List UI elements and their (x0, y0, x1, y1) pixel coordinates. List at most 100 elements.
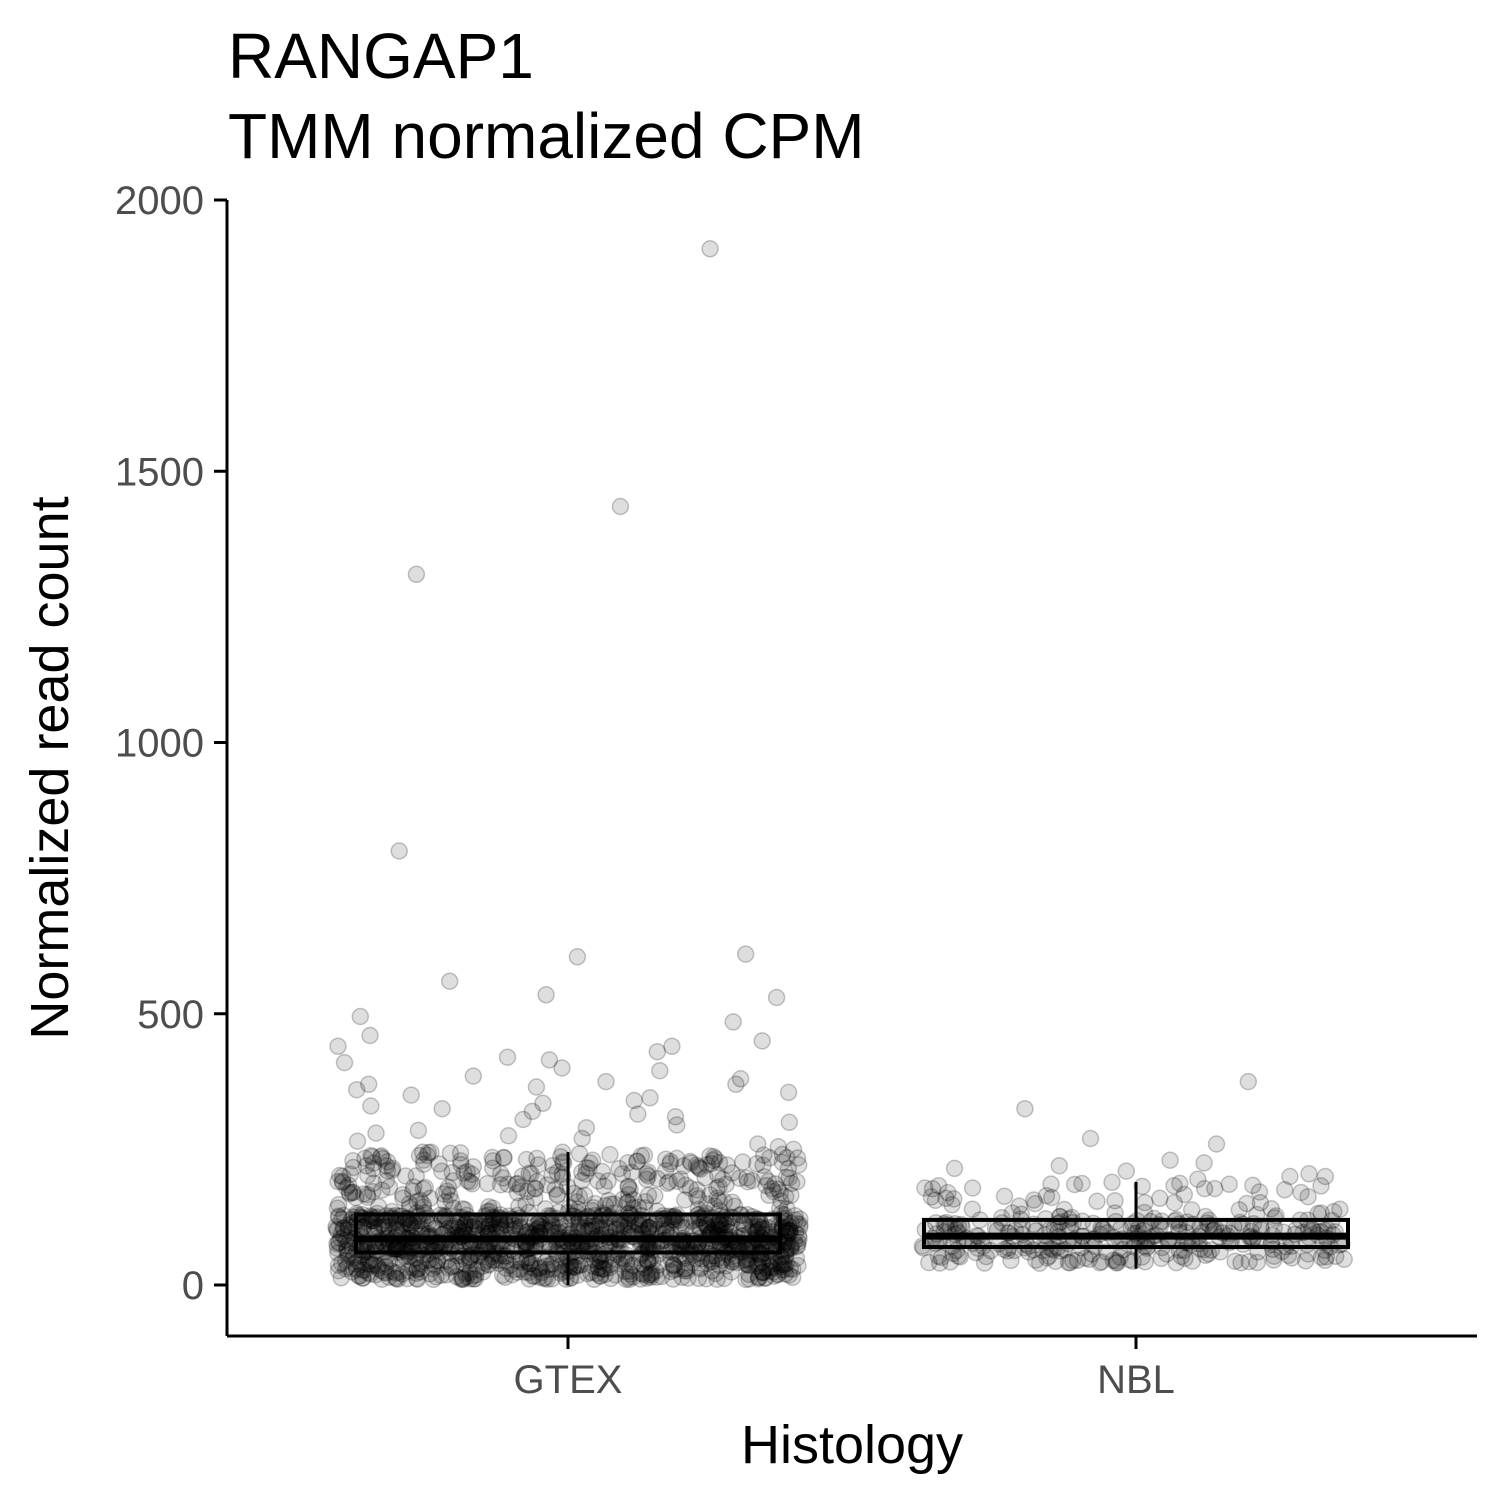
data-point (701, 1147, 719, 1165)
data-point (474, 1263, 492, 1281)
data-point (543, 1218, 562, 1236)
data-point (1107, 1254, 1126, 1272)
data-point (414, 1155, 433, 1174)
data-point (697, 1216, 716, 1235)
data-point (610, 1159, 628, 1178)
data-point (443, 1163, 462, 1182)
data-point (718, 1156, 736, 1174)
data-point (629, 1216, 648, 1234)
data-point (492, 1217, 510, 1236)
data-point (689, 1218, 708, 1236)
data-point (372, 1147, 391, 1165)
data-point (638, 1170, 656, 1189)
data-point (586, 1194, 604, 1213)
outlier-point (351, 1007, 370, 1026)
data-point (687, 1156, 706, 1175)
data-point (714, 1170, 732, 1188)
data-point (364, 1256, 382, 1275)
data-point (438, 1182, 456, 1201)
data-point (422, 1143, 440, 1162)
data-point (416, 1178, 434, 1197)
data-point (1092, 1252, 1111, 1271)
data-point (697, 1269, 716, 1288)
data-point (929, 1176, 948, 1195)
data-point (530, 1259, 548, 1278)
data-point (410, 1146, 429, 1165)
data-point (538, 1176, 557, 1194)
data-point (647, 1262, 665, 1280)
data-point (508, 1263, 526, 1281)
data-point (399, 1262, 418, 1280)
outlier-point (736, 945, 755, 963)
data-point (648, 1170, 667, 1188)
outlier-point (780, 1113, 799, 1132)
data-point (1027, 1251, 1045, 1269)
outlier-point (641, 1089, 659, 1107)
data-point (328, 1221, 347, 1239)
data-point (775, 1260, 794, 1279)
data-point (364, 1154, 383, 1172)
data-point (634, 1216, 652, 1234)
data-point (785, 1232, 804, 1251)
data-point (664, 1256, 682, 1274)
data-point (668, 1149, 686, 1168)
data-point (359, 1166, 377, 1185)
data-point (343, 1183, 361, 1202)
data-point (493, 1266, 512, 1285)
data-point (518, 1182, 537, 1201)
data-point (546, 1180, 565, 1198)
data-point (1042, 1175, 1060, 1193)
data-point (782, 1174, 801, 1193)
data-point (618, 1193, 637, 1212)
data-point (407, 1167, 426, 1185)
data-point (334, 1219, 353, 1237)
data-point (521, 1254, 539, 1273)
data-point (710, 1177, 728, 1196)
data-point (529, 1156, 548, 1174)
data-point (484, 1152, 502, 1170)
data-point (464, 1267, 483, 1285)
data-point (454, 1270, 472, 1289)
data-point (661, 1262, 680, 1281)
data-point (1165, 1193, 1184, 1212)
data-point (373, 1181, 391, 1199)
data-point (1312, 1248, 1331, 1266)
data-point (786, 1224, 805, 1242)
data-point (402, 1216, 420, 1235)
data-point (376, 1217, 394, 1236)
data-point (363, 1147, 381, 1166)
data-point (454, 1270, 472, 1288)
data-point (522, 1254, 541, 1272)
data-point (760, 1186, 778, 1205)
data-point (479, 1256, 498, 1274)
data-point (594, 1253, 613, 1272)
data-point (789, 1236, 807, 1255)
outlier-point (668, 1116, 686, 1134)
data-point (497, 1215, 515, 1234)
data-point (756, 1269, 774, 1288)
data-point (328, 1235, 346, 1253)
data-point (689, 1189, 708, 1208)
data-point (939, 1183, 957, 1202)
data-point (531, 1258, 549, 1277)
data-point (387, 1269, 405, 1288)
outlier-point (329, 1037, 347, 1056)
data-point (642, 1268, 660, 1286)
data-point (329, 1244, 347, 1262)
data-point (1073, 1174, 1091, 1193)
data-point (1042, 1188, 1061, 1207)
data-point (418, 1146, 437, 1165)
data-point (408, 1193, 426, 1211)
data-point (447, 1257, 465, 1275)
data-point (483, 1159, 502, 1178)
data-point (366, 1266, 385, 1284)
outlier-point (361, 1026, 379, 1045)
data-point (782, 1214, 801, 1233)
data-point (463, 1175, 481, 1193)
data-point (705, 1216, 724, 1234)
data-point (520, 1270, 538, 1288)
data-point (749, 1256, 768, 1275)
data-point (760, 1149, 779, 1167)
data-point (332, 1254, 351, 1273)
data-point (327, 1220, 346, 1238)
